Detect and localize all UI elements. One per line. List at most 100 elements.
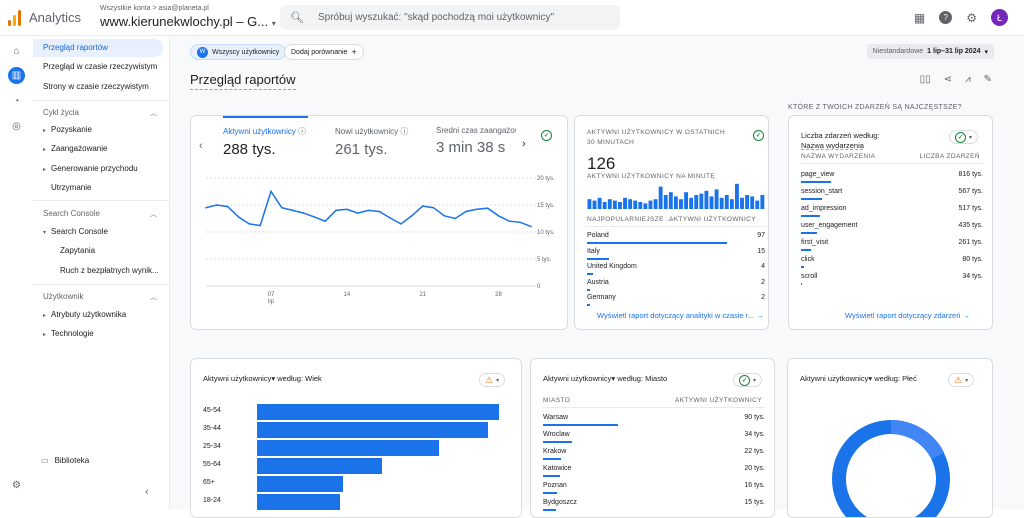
table-row[interactable]: Wroclaw 34 tys.	[543, 431, 765, 438]
minute-bar	[618, 202, 622, 209]
sidebar-item-user-attributes[interactable]: ▸ Atrybuty użytkownika	[33, 306, 163, 324]
advertising-icon[interactable]: ◎	[12, 121, 21, 132]
sidebar-item-retention[interactable]: Utrzymanie	[33, 179, 163, 197]
segment-chip-all-users[interactable]: W Wszyscy użytkownicy	[190, 44, 287, 60]
table-row[interactable]: Italy 15	[587, 248, 765, 255]
table-row[interactable]: scroll 34 tys.	[801, 273, 983, 280]
help-icon[interactable]: ?	[939, 11, 953, 24]
data-point	[465, 210, 467, 213]
minute-bar	[653, 199, 658, 209]
settings-gear-icon[interactable]: ⚙	[966, 10, 977, 25]
admin-gear-icon[interactable]: ⚙	[12, 480, 21, 491]
prev-arrow-icon[interactable]: ‹	[199, 140, 203, 152]
realtime-report-link[interactable]: Wyświetl raport dotyczący analityki w cz…	[597, 311, 764, 320]
chevron-up-icon[interactable]: ︿	[150, 211, 157, 218]
apps-grid-icon[interactable]: ▦	[913, 10, 926, 25]
age-card-title[interactable]: Aktywni użytkownicy▾ według: Wiek	[203, 374, 322, 383]
table-row[interactable]: click 80 tys.	[801, 256, 983, 263]
edit-pencil-icon[interactable]: ✎	[983, 74, 992, 85]
analytics-logo-icon[interactable]	[8, 9, 21, 26]
tab-active-users[interactable]: Aktywni użytkownicy ⓘ 288 tys.	[223, 126, 306, 158]
insights-icon[interactable]: ⩘	[964, 74, 971, 85]
age-bar[interactable]	[257, 494, 341, 510]
row-bar	[801, 181, 831, 183]
sidebar-item-acquisition[interactable]: ▸ Pozyskanie	[33, 121, 163, 139]
row-value: 2	[761, 294, 765, 301]
age-status-pill[interactable]: ⚠ ▾	[479, 373, 506, 387]
sidebar-item-organic-traffic[interactable]: Ruch z bezpłatnych wynik...	[60, 266, 159, 275]
chevron-up-icon[interactable]: ︿	[150, 110, 157, 117]
home-icon[interactable]: ⌂	[13, 46, 20, 57]
share-icon[interactable]: ⋖	[943, 74, 952, 85]
table-row[interactable]: user_engagement 435 tys.	[801, 222, 983, 229]
explore-icon[interactable]: ◔	[13, 96, 20, 107]
date-range-picker[interactable]: Niestandardowe 1 lip–31 lip 2024 ▾	[866, 44, 994, 59]
age-bar[interactable]	[257, 458, 382, 474]
events-card: Liczba zdarzeń według: Nazwa wydarzenia …	[788, 115, 993, 330]
table-row[interactable]: Germany 2	[587, 294, 765, 301]
age-bar[interactable]	[257, 422, 489, 438]
table-row[interactable]: Austria 2	[587, 279, 765, 286]
gender-card-title[interactable]: Aktywni użytkownicy▾ według: Płeć	[800, 374, 917, 383]
events-report-link[interactable]: Wyświetl raport dotyczący zdarzeń →	[845, 311, 970, 320]
sidebar-item-search-console[interactable]: ▾ Search Console	[33, 223, 163, 241]
warning-icon: ⚠	[954, 374, 963, 385]
table-row[interactable]: Krakow 22 tys.	[543, 448, 765, 455]
row-label: page_view	[801, 171, 835, 178]
x-tick-sublabel: lip	[268, 299, 275, 305]
tab-engagement-time[interactable]: Średni czas zaangażow 3 min 38 s	[436, 126, 516, 156]
data-point	[530, 225, 532, 228]
next-arrow-icon[interactable]: ›	[522, 138, 526, 150]
events-status-pill[interactable]: ✓ ▾	[949, 130, 979, 144]
section-lifecycle[interactable]: Cykl życia	[43, 108, 80, 117]
sidebar-item-library[interactable]: ▭ Biblioteka	[33, 452, 163, 470]
chevron-up-icon[interactable]: ︿	[150, 294, 157, 301]
collapse-sidebar-icon[interactable]: ‹	[145, 486, 149, 498]
table-row[interactable]: first_visit 261 tys.	[801, 239, 983, 246]
avatar[interactable]: Ł	[991, 9, 1008, 26]
age-bar[interactable]	[257, 404, 499, 420]
tab-new-users[interactable]: Nowi użytkownicy ⓘ 261 tys.	[335, 126, 408, 158]
status-ok-icon[interactable]: ✓	[541, 130, 552, 141]
link-label: Wyświetl raport dotyczący zdarzeń	[845, 311, 961, 320]
search-input[interactable]: 🔍︎ Spróbuj wyszukać: "skąd pochodzą moi …	[280, 5, 620, 30]
sidebar-item-overview[interactable]: Przegląd raportów	[33, 39, 163, 57]
account-selector[interactable]: Wszystkie konta > asia@planeta.pl www.ki…	[100, 5, 276, 29]
table-row[interactable]: Poznan 16 tys.	[543, 482, 765, 489]
gender-donut-chart	[832, 419, 950, 517]
y-tick-label: 10 tys.	[537, 230, 555, 236]
row-label: click	[801, 256, 815, 263]
minute-bar	[633, 200, 638, 209]
age-bar[interactable]	[257, 476, 343, 492]
sidebar-item-realtime[interactable]: Przegląd w czasie rzeczywistym	[43, 62, 158, 71]
sidebar-item-queries[interactable]: Zapytania	[60, 246, 96, 255]
table-row[interactable]: session_start 567 tys.	[801, 188, 983, 195]
section-user[interactable]: Użytkownik	[43, 292, 84, 301]
age-bar[interactable]	[257, 440, 439, 456]
table-row[interactable]: United Kingdom 4	[587, 263, 765, 270]
icon-rail: ⌂ ▥ ◔ ◎ ⚙	[0, 36, 33, 509]
table-row[interactable]: Katowice 20 tys.	[543, 465, 765, 472]
table-row[interactable]: Warsaw 90 tys.	[543, 414, 765, 421]
table-row[interactable]: ad_impression 517 tys.	[801, 205, 983, 212]
sidebar-item-engagement[interactable]: ▸ Zaangażowanie	[33, 140, 163, 158]
status-ok-icon[interactable]: ✓	[753, 130, 764, 141]
page-title[interactable]: Przegląd raportów	[190, 72, 296, 90]
add-comparison-label: Dodaj porównanie	[291, 48, 348, 56]
reports-icon[interactable]: ▥	[8, 67, 25, 84]
sidebar-item-monetization[interactable]: ▸ Generowanie przychodu	[33, 160, 163, 178]
gender-status-pill[interactable]: ⚠ ▾	[948, 373, 975, 387]
add-comparison-button[interactable]: Dodaj porównanie +	[284, 44, 364, 60]
row-label: Bydgoszcz	[543, 499, 577, 506]
compare-icon[interactable]: ▯▯	[919, 74, 931, 85]
sidebar-item-realtime-pages[interactable]: Strony w czasie rzeczywistym	[43, 82, 149, 91]
sidebar-item-tech[interactable]: ▸ Technologie	[33, 325, 163, 343]
table-row[interactable]: Poland 97	[587, 232, 765, 239]
city-status-pill[interactable]: ✓ ▾	[733, 373, 763, 387]
section-search-console[interactable]: Search Console	[43, 209, 100, 218]
col-header-users: AKTYWNI UŻYTKOWNICY	[674, 397, 762, 404]
top-right-toolbar: ▦ ? ⚙ Ł	[914, 9, 1008, 26]
city-card-title[interactable]: Aktywni użytkownicy▾ według: Miasto	[543, 374, 668, 383]
table-row[interactable]: Bydgoszcz 15 tys.	[543, 499, 765, 506]
table-row[interactable]: page_view 816 tys.	[801, 171, 983, 178]
